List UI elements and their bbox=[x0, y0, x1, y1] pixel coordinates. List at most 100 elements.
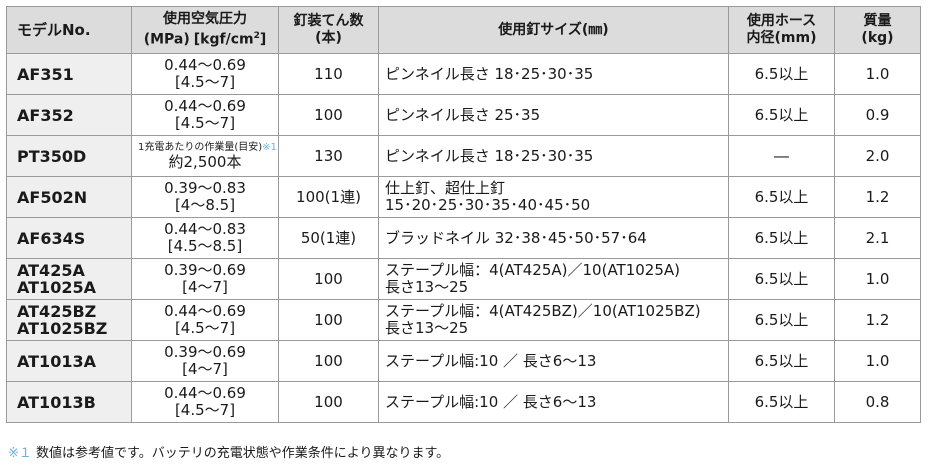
table-row: AT425A AT1025A 0.39～0.69 [4～7] 100 ステープル幅：4(A… bbox=[6, 258, 921, 300]
model-cell: AT425A AT1025A bbox=[6, 258, 132, 300]
header-model: モデルNo. bbox=[6, 6, 132, 54]
header-pressure-unit-kgf: [kgf/cm bbox=[193, 31, 254, 48]
hose-cell: 6.5以上 bbox=[728, 299, 835, 341]
pressure-line: 0.39～0.69 bbox=[164, 343, 246, 361]
nail-size-line: ブラッドネイル 32･38･45･50･57･64 bbox=[385, 228, 647, 247]
capacity-cell: 50(1連) bbox=[278, 217, 379, 259]
mass-cell: 1.2 bbox=[834, 299, 921, 341]
pressure-note: 1充電あたりの作業量(目安)※1 bbox=[138, 141, 277, 154]
mass-cell: 0.9 bbox=[834, 94, 921, 136]
table-row: PT350D 1充電あたりの作業量(目安)※1 約2,500本 130 ピンネイル長さ … bbox=[6, 135, 921, 177]
capacity-cell: 100 bbox=[278, 381, 379, 423]
nail-size-cell: ステープル幅：4(AT425BZ)／10(AT1025BZ) 長さ13～25 bbox=[378, 299, 729, 341]
header-row: モデルNo. 使用空気圧力 (MPa) [kgf/cm2] 釘装てん数 (本) 使… bbox=[6, 6, 921, 54]
header-pressure-unit-mpa: (MPa) bbox=[143, 31, 190, 48]
nail-size-line: ステープル幅:10 ／ 長さ6～13 bbox=[385, 392, 597, 411]
header-mass: 質量 (kg) bbox=[834, 6, 921, 54]
hose-cell: 6.5以上 bbox=[728, 53, 835, 95]
nail-size-line: ステープル幅：4(AT425A)／10(AT1025A) bbox=[385, 261, 680, 279]
table-row: AF502N 0.39～0.83 [4～8.5] 100(1連) 仕上釘、超仕上釘 15･… bbox=[6, 176, 921, 218]
model-line: AT1013A bbox=[17, 351, 96, 371]
hose-cell: 6.5以上 bbox=[728, 381, 835, 423]
model-cell: AT1013A bbox=[6, 340, 132, 382]
model-line: AT1025BZ bbox=[17, 319, 108, 338]
pressure-line: 0.44～0.83 bbox=[164, 220, 246, 238]
table-row: AT1013B 0.44～0.69 [4.5～7] 100 ステープル幅:10 ／ 長さ… bbox=[6, 381, 921, 423]
pressure-line: 0.44～0.69 bbox=[164, 56, 246, 74]
table-row: AT425BZ AT1025BZ 0.44～0.69 [4.5～7] 100 ステープル幅… bbox=[6, 299, 921, 341]
header-hose-line1: 使用ホース bbox=[746, 13, 817, 29]
pressure-line: [4～7] bbox=[182, 278, 228, 296]
nail-size-line: ピンネイル長さ 25･35 bbox=[385, 105, 541, 124]
pressure-note-text: 1充電あたりの作業量(目安) bbox=[138, 141, 263, 153]
pressure-cell: 0.44～0.69 [4.5～7] bbox=[131, 53, 279, 95]
pressure-note-mark: ※1 bbox=[262, 141, 277, 153]
header-pressure-line2: (MPa) [kgf/cm2] bbox=[138, 28, 272, 49]
model-cell: AT425BZ AT1025BZ bbox=[6, 299, 132, 341]
hose-cell: 6.5以上 bbox=[728, 217, 835, 259]
table-row: AT1013A 0.39～0.69 [4～7] 100 ステープル幅:10 ／ 長さ6～… bbox=[6, 340, 921, 382]
nail-size-line: ステープル幅:10 ／ 長さ6～13 bbox=[385, 351, 597, 370]
nail-size-line: ステープル幅：4(AT425BZ)／10(AT1025BZ) bbox=[385, 302, 701, 320]
capacity-cell: 100 bbox=[278, 258, 379, 300]
mass-cell: 2.1 bbox=[834, 217, 921, 259]
table-row: AF634S 0.44～0.83 [4.5～8.5] 50(1連) ブラッドネイル 32… bbox=[6, 217, 921, 259]
model-cell: AF634S bbox=[6, 217, 132, 259]
table-row: AF352 0.44～0.69 [4.5～7] 100 ピンネイル長さ 25･35 6.5… bbox=[6, 94, 921, 136]
spec-table: モデルNo. 使用空気圧力 (MPa) [kgf/cm2] 釘装てん数 (本) 使… bbox=[6, 6, 921, 423]
nail-size-cell: ステープル幅:10 ／ 長さ6～13 bbox=[378, 381, 729, 423]
pressure-cell: 0.44～0.69 [4.5～7] bbox=[131, 381, 279, 423]
capacity-cell: 100 bbox=[278, 340, 379, 382]
header-capacity-line2: (本) bbox=[315, 30, 342, 46]
capacity-cell: 110 bbox=[278, 53, 379, 95]
nail-size-cell: ブラッドネイル 32･38･45･50･57･64 bbox=[378, 217, 729, 259]
header-nail-size-label: 使用釘サイズ(㎜) bbox=[498, 21, 609, 38]
footnote: ※１ 数値は参考値です。バッテリの充電状態や作業条件により異なります。 bbox=[8, 442, 449, 461]
pressure-cell: 0.39～0.69 [4～7] bbox=[131, 258, 279, 300]
hose-cell: 6.5以上 bbox=[728, 94, 835, 136]
model-cell: AT1013B bbox=[6, 381, 132, 423]
nail-size-cell: ピンネイル長さ 18･25･30･35 bbox=[378, 135, 729, 177]
header-pressure: 使用空気圧力 (MPa) [kgf/cm2] bbox=[131, 6, 279, 54]
hose-cell: 6.5以上 bbox=[728, 258, 835, 300]
nail-size-line: 長さ13～25 bbox=[385, 319, 469, 337]
header-hose: 使用ホース 内径(mm) bbox=[728, 6, 835, 54]
pressure-line: [4.5～8.5] bbox=[167, 237, 243, 255]
pressure-cell: 0.39～0.69 [4～7] bbox=[131, 340, 279, 382]
nail-size-cell: ピンネイル長さ 25･35 bbox=[378, 94, 729, 136]
capacity-cell: 130 bbox=[278, 135, 379, 177]
mass-cell: 1.0 bbox=[834, 258, 921, 300]
model-line: AT1025A bbox=[17, 278, 96, 297]
hose-cell: ― bbox=[728, 135, 835, 177]
pressure-line: [4～8.5] bbox=[174, 196, 236, 214]
header-nail-size: 使用釘サイズ(㎜) bbox=[378, 6, 729, 54]
mass-cell: 1.0 bbox=[834, 53, 921, 95]
model-line: AT425A bbox=[17, 261, 85, 280]
pressure-cell: 0.39～0.83 [4～8.5] bbox=[131, 176, 279, 218]
pressure-line: [4～7] bbox=[182, 360, 228, 378]
model-line: AT1013B bbox=[17, 392, 96, 412]
pressure-line: 0.44～0.69 bbox=[164, 302, 246, 320]
pressure-line: 0.44～0.69 bbox=[164, 97, 246, 115]
model-cell: AF351 bbox=[6, 53, 132, 95]
header-capacity-line1: 釘装てん数 bbox=[293, 13, 364, 29]
header-pressure-line1: 使用空気圧力 bbox=[163, 11, 247, 28]
pressure-line: 0.39～0.83 bbox=[164, 179, 246, 197]
mass-cell: 1.2 bbox=[834, 176, 921, 218]
header-mass-line2: (kg) bbox=[861, 30, 894, 46]
mass-cell: 0.8 bbox=[834, 381, 921, 423]
capacity-cell: 100(1連) bbox=[278, 176, 379, 218]
pressure-line: 約2,500本 bbox=[168, 152, 242, 171]
model-line: AT425BZ bbox=[17, 302, 97, 321]
nail-size-cell: ステープル幅:10 ／ 長さ6～13 bbox=[378, 340, 729, 382]
pressure-line: 0.39～0.69 bbox=[164, 261, 246, 279]
pressure-line: [4.5～7] bbox=[174, 73, 236, 91]
nail-size-line: ピンネイル長さ 18･25･30･35 bbox=[385, 64, 594, 83]
mass-cell: 2.0 bbox=[834, 135, 921, 177]
mass-cell: 1.0 bbox=[834, 340, 921, 382]
hose-cell: 6.5以上 bbox=[728, 176, 835, 218]
table-row: AF351 0.44～0.69 [4.5～7] 110 ピンネイル長さ 18･25･30… bbox=[6, 53, 921, 95]
nail-size-cell: 仕上釘、超仕上釘 15･20･25･30･35･40･45･50 bbox=[378, 176, 729, 218]
capacity-cell: 100 bbox=[278, 94, 379, 136]
nail-size-line: ピンネイル長さ 18･25･30･35 bbox=[385, 146, 594, 165]
